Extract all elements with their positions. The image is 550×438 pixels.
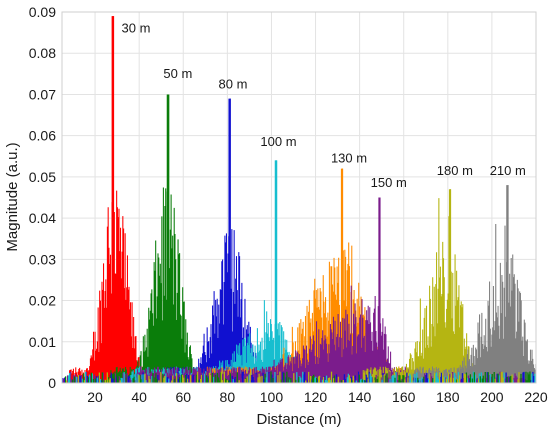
- y-tick-label: 0.01: [29, 334, 56, 350]
- y-tick-label: 0: [48, 375, 56, 391]
- series-130-m: [206, 168, 431, 383]
- series-bars: [206, 168, 431, 383]
- y-tick-label: 0.07: [29, 86, 56, 102]
- x-tick-label: 180: [436, 389, 460, 405]
- x-tick-label: 40: [131, 389, 147, 405]
- tick-labels: 20 40 60 80 100 120 140 160 180 200 220 0 0.01 0.02 0.…: [29, 4, 548, 405]
- y-tick-label: 0.06: [29, 128, 56, 144]
- series-50-m: [109, 94, 218, 383]
- peak-label: 30 m: [122, 21, 151, 36]
- x-tick-label: 200: [480, 389, 504, 405]
- series-bars: [136, 197, 410, 383]
- x-tick-label: 120: [304, 389, 328, 405]
- x-axis-title: Distance (m): [256, 411, 341, 428]
- peak-label: 130 m: [331, 150, 367, 165]
- peak-labels: 30 m 50 m 80 m 100 m 130 m 150 m 180 m 210 m: [122, 21, 526, 191]
- series-bars: [109, 94, 218, 383]
- series-30-m: [69, 16, 167, 384]
- x-tick-label: 60: [175, 389, 191, 405]
- series-210-m: [410, 185, 537, 383]
- x-tick-label: 140: [348, 389, 372, 405]
- series-bars: [362, 189, 495, 383]
- series-bars: [69, 16, 167, 384]
- x-tick-label: 220: [524, 389, 548, 405]
- x-tick-label: 100: [260, 389, 284, 405]
- peak-label: 50 m: [163, 66, 192, 81]
- x-tick-label: 160: [392, 389, 416, 405]
- series-bars: [410, 185, 537, 383]
- series-layer: [62, 16, 537, 384]
- y-tick-label: 0.08: [29, 45, 56, 61]
- series-150-m: [136, 197, 410, 383]
- series-bars: [166, 98, 289, 383]
- peak-label: 210 m: [490, 163, 526, 178]
- y-tick-label: 0.03: [29, 251, 56, 267]
- noise-floor: [62, 371, 537, 383]
- x-tick-label: 80: [220, 389, 236, 405]
- x-tick-label: 20: [87, 389, 103, 405]
- peak-label: 100 m: [260, 134, 296, 149]
- y-tick-label: 0.05: [29, 169, 56, 185]
- noise-floor-bars: [64, 371, 531, 383]
- series-180-m: [362, 189, 495, 383]
- plot-frame: [61, 11, 537, 384]
- series-80-m: [166, 98, 289, 383]
- y-tick-label: 0.09: [29, 4, 56, 20]
- series-100-m: [130, 160, 326, 383]
- y-tick-label: 0.04: [29, 210, 56, 226]
- y-tick-label: 0.02: [29, 293, 56, 309]
- peak-label: 150 m: [371, 175, 407, 190]
- noise-floor-bars: [67, 371, 537, 383]
- peak-label: 180 m: [437, 163, 473, 178]
- y-axis-title: Magnitude (a.u.): [4, 142, 21, 251]
- peak-label: 80 m: [219, 76, 248, 91]
